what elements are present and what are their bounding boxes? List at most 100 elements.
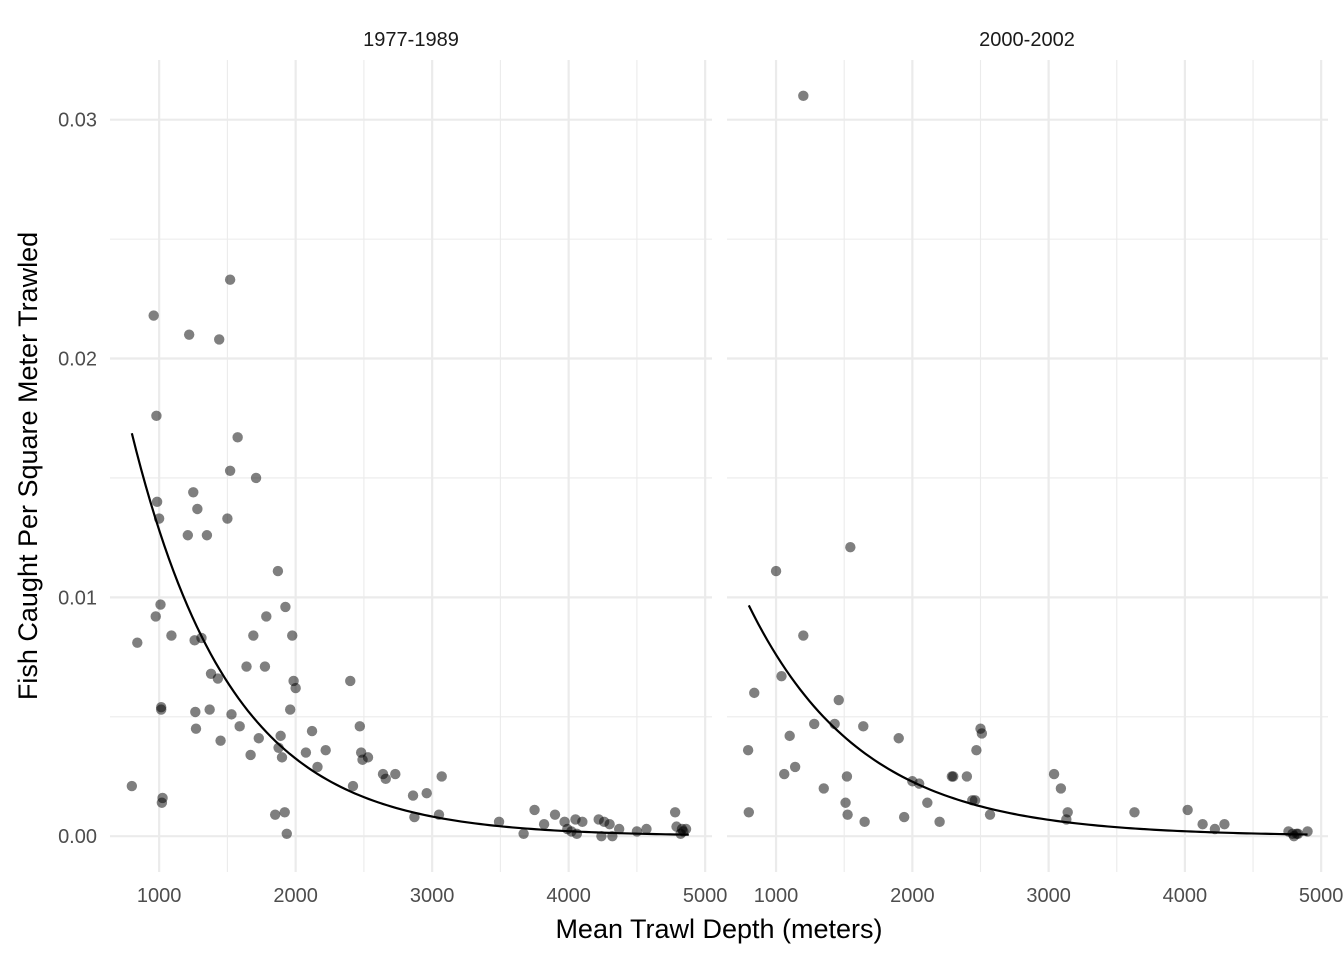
x-tick-label: 2000 — [273, 885, 318, 907]
scatter-point — [913, 778, 925, 789]
scatter-point — [571, 828, 583, 839]
scatter-point — [776, 670, 787, 682]
scatter-point — [1302, 826, 1313, 837]
grid-lines-1 — [110, 60, 712, 872]
scatter-point — [272, 565, 284, 577]
scatter-point — [287, 630, 298, 641]
scatter-point — [809, 718, 820, 730]
scatter-point — [407, 790, 419, 801]
scatter-point — [784, 730, 795, 742]
facet-panel-2: 2000-2002 1000 2000 3000 4000 5000 — [727, 29, 1343, 907]
scatter-point — [166, 630, 177, 641]
scatter-point — [201, 530, 213, 541]
scatter-points-1 — [126, 274, 692, 842]
scatter-point — [150, 611, 161, 622]
y-tick-labels: 0.00 0.01 0.02 0.03 — [58, 110, 97, 848]
scatter-point — [276, 752, 288, 763]
scatter-point — [241, 661, 252, 672]
scatter-point — [148, 310, 159, 321]
scatter-point — [409, 811, 420, 823]
scatter-point — [961, 771, 973, 782]
scatter-point — [669, 807, 681, 818]
x-tick-label: 4000 — [1163, 885, 1208, 907]
scatter-point — [190, 706, 201, 718]
x-tick-label: 5000 — [683, 885, 728, 907]
scatter-point — [234, 721, 245, 732]
scatter-point — [275, 730, 286, 742]
scatter-point — [261, 611, 272, 622]
y-tick-label: 0.00 — [58, 826, 97, 848]
scatter-point — [549, 809, 561, 820]
scatter-point — [196, 632, 207, 644]
scatter-point — [320, 745, 331, 756]
scatter-point — [613, 823, 625, 835]
scatter-point — [743, 807, 755, 818]
scatter-point — [829, 718, 840, 730]
scatter-point — [155, 599, 166, 610]
x-axis-title: Mean Trawl Depth (meters) — [555, 914, 882, 944]
y-tick-label: 0.03 — [58, 110, 97, 132]
scatter-point — [1292, 828, 1304, 839]
x-tick-label: 3000 — [410, 885, 455, 907]
scatter-point — [390, 768, 401, 780]
scatter-point — [259, 661, 271, 672]
scatter-point — [1219, 819, 1230, 830]
x-tick-labels-1: 1000 2000 3000 4000 5000 — [137, 885, 728, 907]
scatter-point — [1197, 819, 1208, 830]
scatter-point — [529, 804, 540, 816]
scatter-point — [279, 807, 290, 818]
scatter-point — [779, 768, 790, 780]
scatter-point — [840, 797, 851, 808]
scatter-point — [436, 771, 447, 782]
scatter-point — [245, 749, 256, 761]
scatter-point — [153, 513, 165, 524]
scatter-point — [214, 334, 225, 345]
scatter-points-2 — [742, 90, 1313, 842]
y-tick-label: 0.02 — [58, 349, 97, 371]
scatter-point — [253, 733, 264, 744]
x-tick-label: 3000 — [1026, 885, 1071, 907]
y-axis-title: Fish Caught Per Square Meter Trawled — [13, 232, 43, 700]
scatter-point — [798, 90, 809, 102]
scatter-point — [789, 761, 801, 773]
fit-curve-line — [130, 433, 689, 836]
scatter-point — [596, 830, 607, 842]
scatter-point — [518, 828, 529, 839]
scatter-point — [607, 830, 618, 842]
scatter-point — [641, 823, 652, 835]
scatter-point — [362, 752, 374, 763]
scatter-point — [300, 747, 312, 758]
scatter-point — [742, 745, 754, 756]
scatter-point — [538, 819, 550, 830]
scatter-point — [188, 487, 199, 498]
scatter-point — [1055, 783, 1067, 794]
scatter-point — [290, 682, 301, 694]
scatter-point — [976, 728, 988, 739]
scatter-point — [798, 630, 809, 641]
scatter-point — [204, 704, 215, 715]
scatter-point — [818, 783, 829, 794]
scatter-point — [126, 780, 138, 792]
scatter-point — [948, 771, 959, 782]
scatter-point — [1129, 807, 1140, 818]
scatter-point — [898, 811, 910, 823]
y-tick-label: 0.01 — [58, 587, 97, 609]
scatter-point — [1182, 804, 1193, 816]
scatter-point — [770, 565, 782, 577]
scatter-point — [155, 704, 167, 715]
scatter-point — [845, 542, 856, 553]
scatter-point — [151, 496, 163, 508]
scatter-point — [421, 787, 432, 799]
scatter-point — [250, 472, 262, 484]
scatter-point — [281, 828, 292, 839]
facet-strip-label-2: 2000-2002 — [979, 29, 1075, 51]
scatter-point — [232, 432, 243, 443]
scatter-point — [192, 503, 203, 515]
scatter-point — [577, 816, 588, 828]
scatter-point — [858, 721, 869, 732]
scatter-point — [132, 637, 143, 648]
scatter-point — [182, 530, 194, 541]
scatter-point — [222, 513, 233, 524]
scatter-point — [312, 761, 323, 773]
